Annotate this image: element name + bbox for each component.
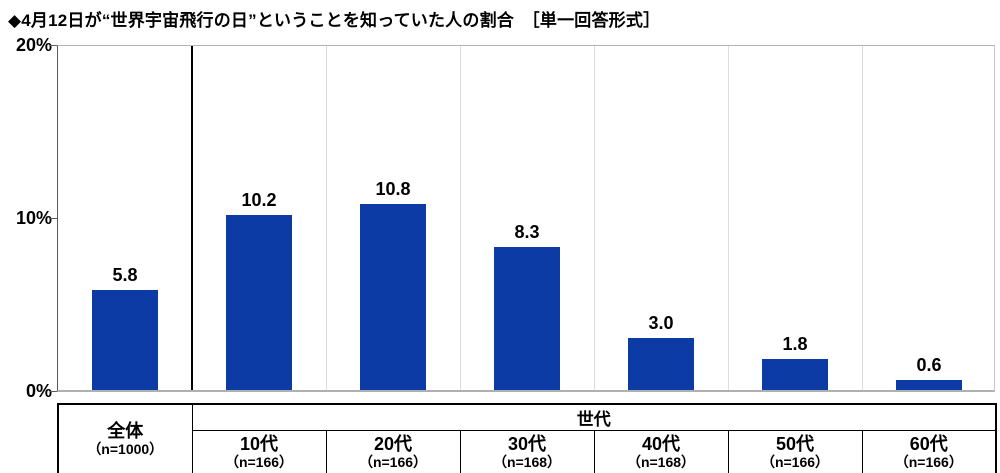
y-axis-label-0: 0% bbox=[25, 381, 52, 401]
table-cell-50s: 50代 （n=166） bbox=[727, 430, 863, 473]
bar-10s bbox=[226, 214, 292, 390]
bar-20s bbox=[360, 204, 426, 390]
y-axis-label-10: 10% bbox=[15, 208, 52, 228]
age-label: 30代 bbox=[507, 433, 547, 454]
plot-area: 5.8 10.2 10.8 8.3 3.0 1.8 0.6 bbox=[50, 45, 996, 392]
overall-label: 全体 bbox=[107, 420, 144, 441]
bar-group-20s: 10.8 bbox=[326, 46, 460, 390]
bar-group-overall: 5.8 bbox=[58, 46, 192, 390]
bar-value-label: 10.2 bbox=[241, 189, 277, 210]
y-tick-0 bbox=[50, 391, 57, 392]
bar-value-label: 8.3 bbox=[514, 222, 540, 243]
bar-value-label: 5.8 bbox=[112, 265, 138, 286]
table-cell-10s: 10代 （n=166） bbox=[191, 430, 327, 473]
age-label: 10代 bbox=[239, 433, 279, 454]
age-n: （n=168） bbox=[626, 453, 696, 470]
age-n: （n=168） bbox=[492, 453, 562, 470]
chart-title: ◆4月12日が“世界宇宙飛行の日”ということを知っていた人の割合 ［単一回答形式… bbox=[8, 11, 661, 30]
bar-50s bbox=[762, 359, 828, 390]
bar-30s bbox=[494, 247, 560, 390]
column-separator bbox=[862, 46, 863, 390]
age-n: （n=166） bbox=[358, 453, 428, 470]
overall-generation-divider bbox=[191, 46, 193, 390]
bar-group-60s: 0.6 bbox=[862, 46, 996, 390]
bar-40s bbox=[628, 338, 694, 390]
age-n: （n=166） bbox=[224, 453, 294, 470]
age-label: 50代 bbox=[775, 433, 815, 454]
table-cell-40s: 40代 （n=168） bbox=[593, 430, 729, 473]
table-cell-overall: 全体 （n=1000） bbox=[57, 403, 193, 473]
bar-group-30s: 8.3 bbox=[460, 46, 594, 390]
bar-overall bbox=[92, 290, 158, 390]
age-label: 20代 bbox=[373, 433, 413, 454]
bar-60s bbox=[896, 379, 962, 390]
column-separator bbox=[326, 46, 327, 390]
y-tick-10 bbox=[50, 218, 57, 219]
y-axis-label-20: 20% bbox=[15, 35, 52, 55]
age-n: （n=166） bbox=[760, 453, 830, 470]
column-separator bbox=[594, 46, 595, 390]
table-cell-60s: 60代 （n=166） bbox=[861, 430, 997, 473]
bar-group-50s: 1.8 bbox=[728, 46, 862, 390]
overall-n: （n=1000） bbox=[87, 440, 164, 457]
table-cell-20s: 20代 （n=166） bbox=[325, 430, 461, 473]
table-cell-30s: 30代 （n=168） bbox=[459, 430, 595, 473]
y-tick-20 bbox=[50, 45, 57, 46]
category-table: 全体 （n=1000） 世代 10代 （n=166） 20代 （n=166） 3… bbox=[57, 403, 998, 473]
column-separator bbox=[460, 46, 461, 390]
age-label: 40代 bbox=[641, 433, 681, 454]
column-separator bbox=[728, 46, 729, 390]
age-label: 60代 bbox=[909, 433, 948, 454]
bar-value-label: 0.6 bbox=[916, 354, 942, 375]
bar-group-40s: 3.0 bbox=[594, 46, 728, 390]
age-n: （n=166） bbox=[894, 453, 963, 470]
bar-value-label: 3.0 bbox=[648, 313, 674, 334]
bar-value-label: 10.8 bbox=[375, 179, 411, 200]
generation-header: 世代 bbox=[191, 403, 997, 431]
bar-group-10s: 10.2 bbox=[192, 46, 326, 390]
bar-value-label: 1.8 bbox=[782, 334, 808, 355]
